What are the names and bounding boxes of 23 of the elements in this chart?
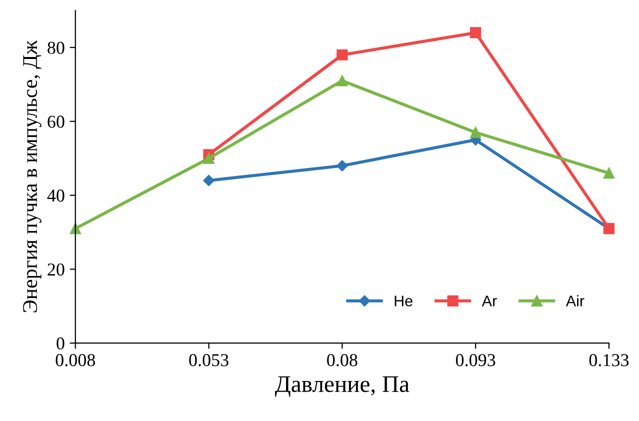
y-tick-label: 60 <box>48 116 64 128</box>
point <box>336 160 348 172</box>
y-tick-label: 0 <box>56 337 64 350</box>
y-tick-label: 20 <box>48 263 64 276</box>
x-tick-label: 0.093 <box>456 354 496 366</box>
y-axis-title: Энергия пучка в импульсе, Дж <box>23 40 42 312</box>
point <box>203 174 214 186</box>
legend-label: He <box>394 296 412 306</box>
legend-label: Air <box>566 295 584 306</box>
point <box>336 75 348 86</box>
point <box>470 27 482 38</box>
y-tick-label: 80 <box>48 42 64 54</box>
point <box>336 49 348 60</box>
x-tick-label: 0.053 <box>189 354 228 366</box>
point <box>470 126 482 138</box>
x-axis-title: Давление, Па <box>274 376 410 397</box>
y-tick-label: 40 <box>47 190 64 202</box>
x-tick-label: 0.08 <box>327 354 358 366</box>
legend-label: Ar <box>482 296 497 306</box>
x-tick-label: 0.008 <box>56 354 96 366</box>
point <box>603 168 615 179</box>
point <box>203 152 214 164</box>
x-tick-label: 0.133 <box>589 354 629 366</box>
